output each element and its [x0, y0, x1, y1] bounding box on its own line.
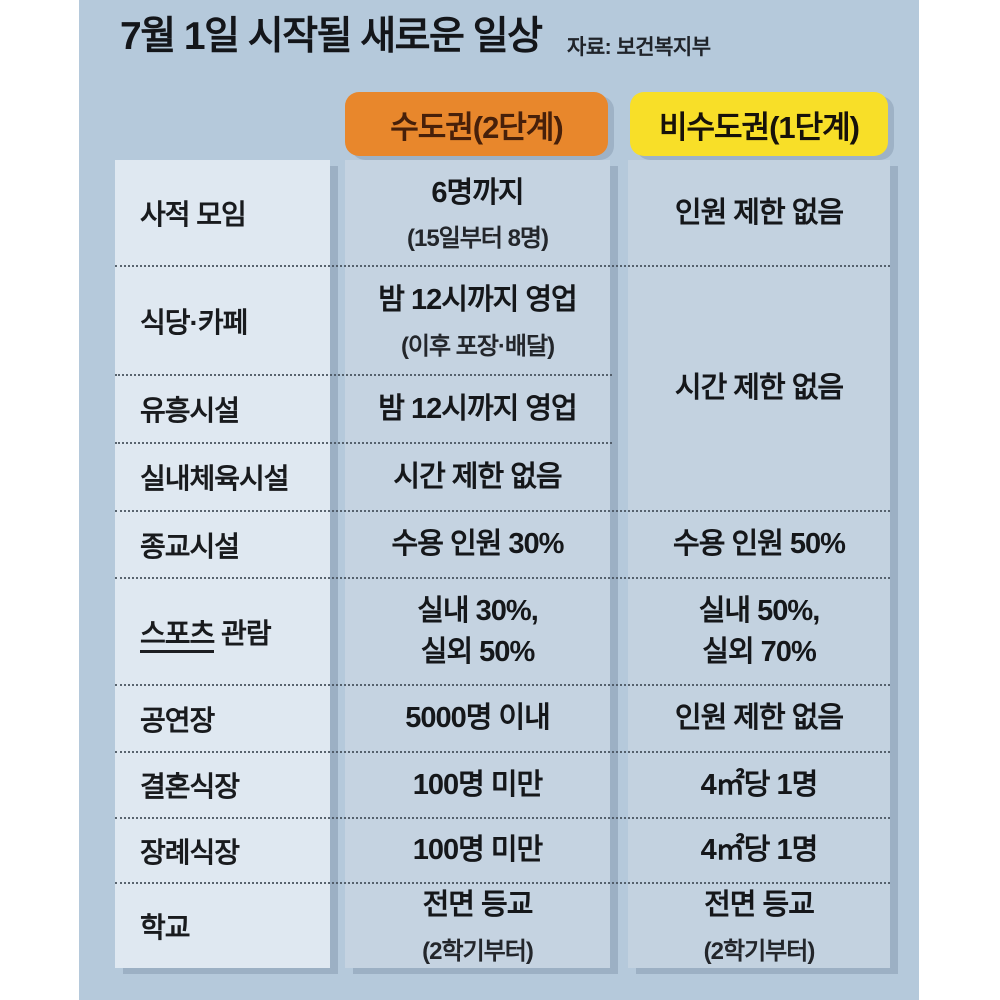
nonmetro-values-column: 인원 제한 없음 시간 제한 없음 수용 인원 50% 실내 50%, 실외 7… — [628, 160, 890, 968]
category-private-gathering: 사적 모임 — [140, 199, 247, 230]
nonmetro-performance-hall: 인원 제한 없음 — [674, 702, 844, 735]
row-divider — [115, 374, 612, 376]
nonmetro-funeral-hall: 4㎡당 1명 — [700, 834, 819, 867]
metro-entertainment: 밤 12시까지 영업 — [378, 392, 577, 425]
row-divider — [115, 577, 890, 579]
nonmetro-wedding-hall: 4㎡당 1명 — [700, 768, 819, 801]
category-column: 사적 모임 식당·카페 유흥시설 실내체육시설 종교시설 스포츠 관람 공연장 … — [115, 160, 330, 968]
metro-values-column: 6명까지 (15일부터 8명) 밤 12시까지 영업 (이후 포장·배달) 밤 … — [345, 160, 610, 968]
metro-private-gathering: 6명까지 (15일부터 8명) — [406, 176, 549, 253]
metro-indoor-gym: 시간 제한 없음 — [393, 460, 562, 493]
category-funeral-hall: 장례식장 — [140, 836, 240, 868]
metro-school: 전면 등교 (2학기부터) — [422, 889, 534, 965]
row-divider — [115, 684, 890, 686]
nonmetro-sports-spectating: 실내 50%, 실외 70% — [698, 594, 821, 668]
row-divider — [115, 510, 890, 512]
category-performance-hall: 공연장 — [140, 704, 215, 736]
column-header-metro: 수도권(2단계) — [345, 92, 608, 156]
column-header-nonmetro: 비수도권(1단계) — [630, 92, 888, 156]
category-restaurant-cafe: 식당·카페 — [140, 306, 248, 338]
category-wedding-hall: 결혼식장 — [140, 771, 240, 802]
category-entertainment: 유흥시설 — [140, 395, 240, 426]
metro-performance-hall: 5000명 이내 — [405, 702, 551, 735]
metro-wedding-hall: 100명 미만 — [412, 768, 543, 801]
source-label: 자료: 보건복지부 — [567, 36, 711, 59]
nonmetro-private-gathering: 인원 제한 없음 — [674, 196, 844, 229]
category-religious: 종교시설 — [140, 530, 240, 562]
metro-religious: 수용 인원 30% — [391, 528, 565, 561]
metro-restaurant-cafe: 밤 12시까지 영업 (이후 포장·배달) — [378, 284, 577, 360]
page-title: 7월 1일 시작될 새로운 일상 — [120, 15, 543, 58]
row-divider — [115, 817, 890, 819]
nonmetro-religious: 수용 인원 50% — [673, 528, 846, 561]
category-sports-spectating: 스포츠 관람 — [115, 578, 330, 685]
category-indoor-gym: 실내체육시설 — [140, 463, 290, 494]
row-divider — [115, 265, 890, 267]
row-divider — [115, 442, 612, 444]
nonmetro-merged-no-time-limit: 시간 제한 없음 — [674, 372, 844, 405]
category-school: 학교 — [140, 911, 191, 943]
metro-funeral-hall: 100명 미만 — [412, 834, 543, 867]
metro-sports-spectating: 실내 30%, 실외 50% — [417, 594, 539, 668]
nonmetro-school: 전면 등교 (2학기부터) — [703, 889, 816, 965]
row-divider — [115, 751, 890, 753]
row-divider — [115, 882, 890, 884]
